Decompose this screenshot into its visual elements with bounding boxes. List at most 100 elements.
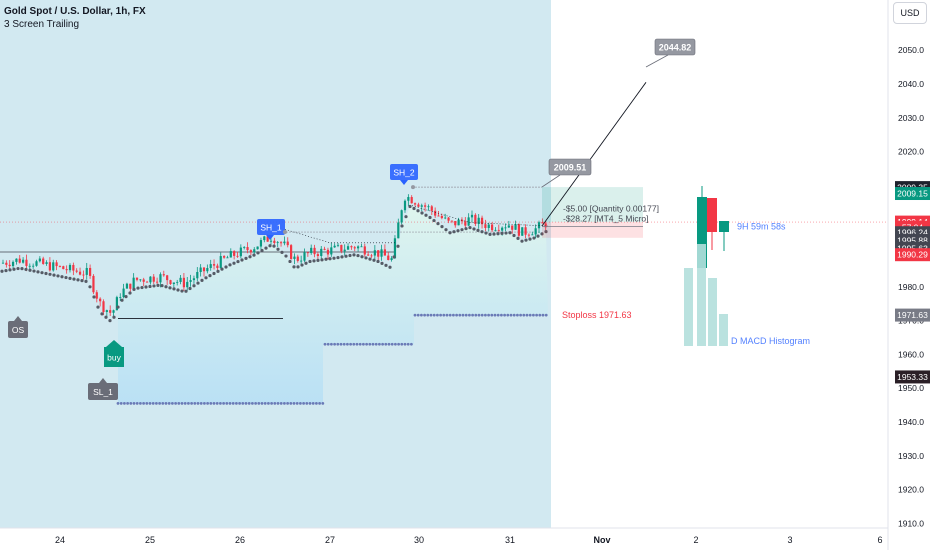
candle: [373, 250, 376, 256]
trail-point: [224, 265, 228, 269]
daily-candle: [707, 198, 717, 232]
candle: [407, 197, 410, 201]
stop-dot: [512, 313, 516, 317]
candle: [125, 283, 129, 289]
stop-dot: [509, 313, 513, 317]
indicator-name[interactable]: 3 Screen Trailing: [4, 19, 80, 30]
trail-point: [288, 259, 292, 264]
candle: [531, 234, 534, 236]
stop-dot: [468, 313, 471, 317]
stop-dot: [123, 402, 126, 405]
candle: [541, 222, 544, 224]
trail-point: [312, 259, 316, 263]
candle: [487, 224, 490, 228]
trail-point: [52, 273, 56, 277]
sh1-tag: [257, 219, 285, 235]
stop-dot: [164, 402, 168, 405]
trail-point: [520, 239, 524, 243]
symbol-title[interactable]: Gold Spot / U.S. Dollar, 1h, FX: [4, 6, 146, 17]
daily-candle: [719, 221, 729, 232]
trail-point: [164, 285, 168, 289]
stop-dot: [295, 402, 299, 405]
trail-point: [344, 254, 348, 258]
stop-dot: [270, 402, 273, 405]
sh2-tag: [390, 164, 418, 180]
trail-point: [120, 298, 124, 302]
candle: [223, 256, 226, 258]
trail-point: [72, 277, 76, 281]
candle: [229, 251, 232, 258]
stop-dot: [490, 313, 494, 317]
trail-point: [140, 285, 144, 290]
candle: [410, 197, 413, 204]
target-high-badge: [654, 38, 696, 56]
candle: [333, 245, 336, 248]
stop-dot: [323, 342, 327, 346]
stop-dot: [349, 342, 352, 346]
stop-dot: [151, 402, 155, 405]
candle: [450, 220, 453, 222]
sh2-marker: [411, 185, 415, 190]
candle: [75, 270, 78, 272]
macd-bar: [697, 244, 706, 346]
price-tick-label: 2050.0: [898, 45, 924, 55]
trail-point: [488, 232, 492, 237]
candle: [266, 236, 269, 242]
macd-bar: [684, 268, 693, 346]
sl1-pointer: [99, 378, 107, 383]
stop-dot: [484, 313, 487, 317]
stop-dot: [516, 313, 519, 317]
candle: [470, 214, 474, 218]
stop-dot: [273, 402, 277, 405]
stop-dot: [183, 402, 187, 405]
candle: [166, 275, 169, 281]
macd-label: D MACD Histogram: [731, 336, 810, 346]
stop-dot: [522, 313, 526, 317]
candle: [447, 217, 450, 221]
target-high-pointer: [645, 54, 669, 68]
candle: [8, 264, 11, 267]
trail-point: [236, 259, 240, 264]
sh2-pointer: [400, 180, 408, 185]
candle: [467, 217, 470, 226]
trail-point: [300, 263, 304, 267]
stop-dot: [342, 342, 346, 346]
trail-point: [200, 278, 204, 282]
time-tick-label: 6: [877, 535, 882, 545]
candle: [122, 288, 125, 298]
candle: [387, 255, 390, 261]
candle: [162, 274, 165, 276]
trail-point: [172, 287, 176, 291]
candle: [18, 258, 21, 263]
trail-point: [368, 257, 372, 261]
candle: [269, 240, 273, 242]
stop-dot: [477, 313, 481, 317]
currency-button[interactable]: USD: [893, 2, 927, 24]
trailing-fill: [118, 206, 548, 404]
candle: [152, 276, 155, 282]
trail-point: [16, 266, 20, 271]
stop-dot: [455, 313, 458, 317]
candle: [514, 224, 517, 230]
trail-point: [32, 269, 36, 273]
trail-point: [244, 256, 248, 260]
candle: [249, 250, 252, 253]
trail-point: [492, 232, 496, 236]
stop-dot: [461, 313, 465, 317]
trailing-line: [0, 204, 548, 323]
candle: [239, 247, 242, 257]
stop-dot: [544, 313, 548, 317]
trail-point: [132, 287, 136, 291]
price-badge-label: 2009.15: [897, 189, 928, 199]
trail-point: [152, 284, 156, 288]
stop-dot: [384, 342, 388, 346]
trail-point: [252, 253, 256, 257]
stop-dot: [126, 402, 129, 405]
stop-dot: [119, 402, 123, 405]
candle: [199, 267, 202, 272]
os-tag: [8, 321, 28, 338]
stop-dot: [257, 402, 261, 405]
trail-point: [260, 248, 264, 253]
stop-dot: [129, 402, 133, 405]
